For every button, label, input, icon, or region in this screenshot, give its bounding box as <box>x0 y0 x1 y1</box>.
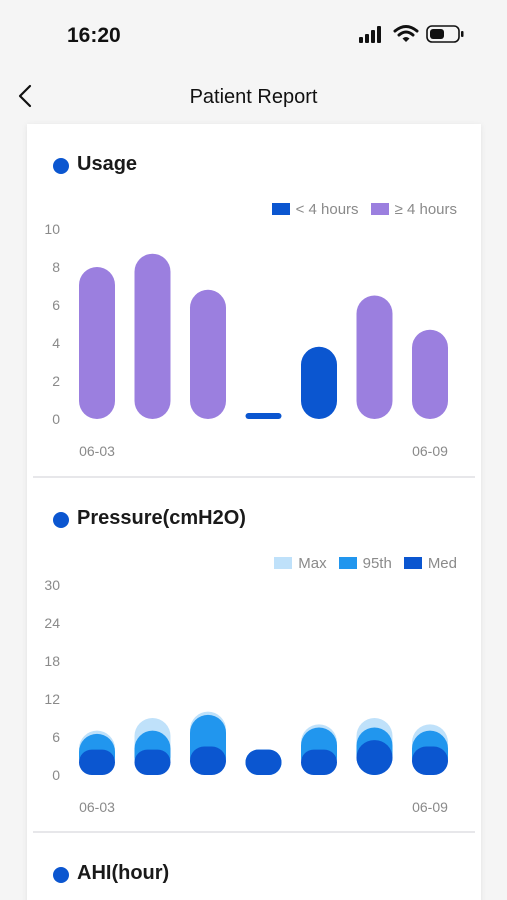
ahi-section: AHI(hour) <box>27 834 481 900</box>
back-button[interactable] <box>10 82 42 112</box>
legend-label: Max <box>298 554 327 572</box>
section-divider <box>33 476 475 478</box>
usage-title: Usage <box>77 153 138 175</box>
pressure-title: Pressure(cmH2O) <box>77 507 246 529</box>
usage-bar <box>356 295 393 419</box>
pressure-med-bar <box>134 749 171 775</box>
pressure-chart: 0 6 12 18 24 30 06-03 06-09 <box>44 577 448 815</box>
legend-label: ≥ 4 hours <box>394 200 457 218</box>
usage-y-tick-label: 0 <box>52 411 60 427</box>
usage-y-tick-label: 10 <box>44 221 60 237</box>
legend-item-95th: 95th <box>338 554 392 572</box>
legend-label: < 4 hours <box>295 200 359 218</box>
usage-y-tick-label: 4 <box>52 335 60 351</box>
legend-item-med: Med <box>403 554 457 572</box>
battery-icon <box>426 25 464 43</box>
legend-swatch <box>274 557 293 569</box>
legend-swatch <box>271 203 290 215</box>
usage-bar <box>245 413 282 419</box>
legend-label: Med <box>427 554 457 572</box>
usage-bar <box>134 253 171 419</box>
status-icons <box>358 24 468 46</box>
usage-y-tick-label: 8 <box>52 259 60 275</box>
pressure-x-tick-label: 06-03 <box>79 799 115 815</box>
wifi-icon <box>393 25 419 42</box>
usage-x-tick-label: 06-03 <box>79 443 115 459</box>
status-time: 16:20 <box>67 24 121 47</box>
usage-section: Usage < 4 hours ≥ 4 hours 0 2 4 6 8 10 06-03 06… <box>27 124 481 480</box>
ahi-title: AHI(hour) <box>77 862 170 884</box>
legend-item-max: Max <box>274 554 327 572</box>
pressure-med-bar <box>412 746 448 775</box>
pressure-y-tick-label: 18 <box>44 653 60 669</box>
usage-y-tick-label: 2 <box>52 373 60 389</box>
section-dot <box>53 867 69 883</box>
pressure-legend: Max 95th Med <box>274 553 457 573</box>
usage-bar <box>301 346 337 419</box>
chevron-left-icon <box>18 84 32 108</box>
pressure-med-bar <box>190 746 226 775</box>
pressure-y-tick-label: 6 <box>52 729 60 745</box>
pressure-med-bar <box>79 749 115 775</box>
usage-bar <box>412 329 448 419</box>
section-dot <box>53 512 69 528</box>
legend-label: 95th <box>362 554 392 572</box>
pressure-y-tick-label: 30 <box>44 577 60 593</box>
usage-chart: 0 2 4 6 8 10 06-03 06-09 <box>44 221 448 459</box>
legend-swatch <box>338 557 357 569</box>
page-title: Patient Report <box>189 86 318 108</box>
pressure-y-tick-label: 0 <box>52 767 60 783</box>
usage-bar <box>79 267 115 419</box>
legend-item-under-4-hours: < 4 hours <box>271 200 359 218</box>
pressure-x-tick-label: 06-09 <box>412 799 448 815</box>
pressure-y-tick-label: 24 <box>44 615 60 631</box>
report-card: Usage < 4 hours ≥ 4 hours 0 2 4 6 8 10 06-03 06… <box>27 124 481 900</box>
status-bar: 16:20 <box>0 0 507 70</box>
pressure-section: Pressure(cmH2O) Max 95th Med 0 6 12 18 24 30 0… <box>27 480 481 830</box>
usage-y-tick-label: 6 <box>52 297 60 313</box>
usage-bar <box>190 289 226 419</box>
usage-legend: < 4 hours ≥ 4 hours <box>271 199 457 219</box>
pressure-med-bar <box>245 749 282 775</box>
section-dot <box>53 158 69 174</box>
pressure-y-tick-label: 12 <box>44 691 60 707</box>
legend-swatch <box>403 557 422 569</box>
nav-bar: Patient Report <box>0 70 507 124</box>
usage-x-tick-label: 06-09 <box>412 443 448 459</box>
cellular-signal-icon <box>359 26 381 43</box>
pressure-med-bar <box>301 749 337 775</box>
pressure-med-bar <box>356 740 393 775</box>
legend-swatch <box>370 203 389 215</box>
section-divider <box>33 831 475 833</box>
legend-item-over-4-hours: ≥ 4 hours <box>370 200 457 218</box>
